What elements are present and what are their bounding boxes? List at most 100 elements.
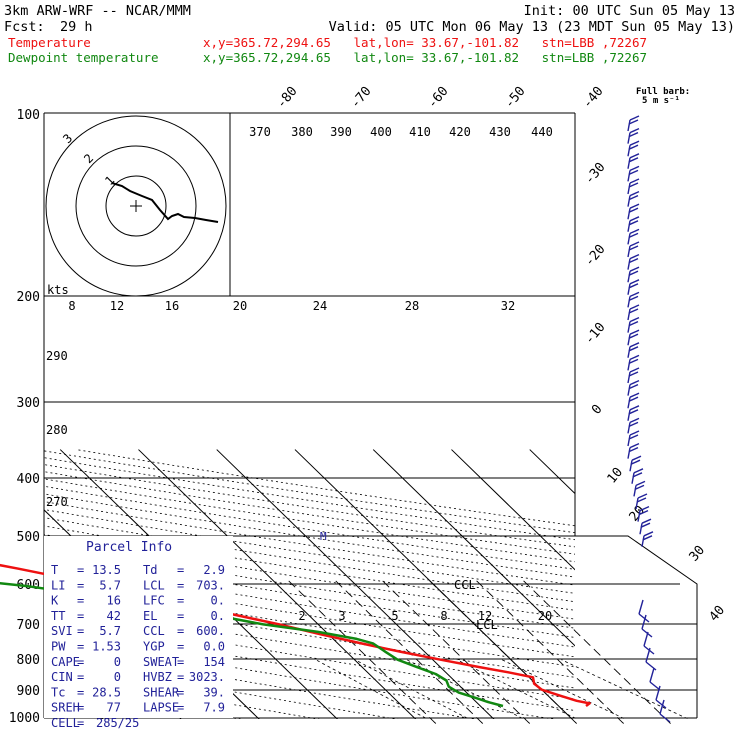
isotherm-label: -20 [582, 242, 609, 270]
theta-e-label: 440 [531, 125, 553, 139]
hodograph-ring-label: 3 [60, 131, 75, 146]
dry-adiabat-line [44, 670, 320, 719]
mixing-ratio-lines [315, 659, 690, 719]
parcel-info-cell: Td [143, 563, 157, 577]
parcel-info-cell: SREH [51, 701, 80, 715]
parcel-info-cell: 39. [203, 685, 225, 699]
mixing-ratio-label: 5 [391, 609, 398, 623]
parcel-info-cell: CIN [51, 670, 73, 684]
moist-adiabat-line [429, 580, 578, 724]
plot-right-border [574, 113, 698, 718]
wind-barb [649, 667, 661, 691]
wind-barb [627, 190, 640, 207]
mixing-ratio-line [315, 659, 429, 719]
parcel-info-cell: = [177, 640, 184, 654]
wind-barb [627, 178, 640, 195]
theta-e-label: 430 [489, 125, 511, 139]
wind-barb [627, 379, 640, 396]
wind-speed-label: 24 [313, 299, 327, 313]
isotherm-label: -70 [348, 84, 375, 112]
dry-adiabat-line [44, 590, 575, 678]
dry-adiabat-label: 280 [46, 423, 68, 437]
mixing-ratio-label: 3 [338, 609, 345, 623]
isotherm-line [372, 449, 575, 647]
wind-barb [627, 153, 640, 169]
parcel-info-cell: LFC [143, 594, 165, 608]
moist-adiabat-line [382, 580, 531, 724]
parcel-info-cell: PW [51, 640, 66, 654]
parcel-info-cell: 16 [107, 594, 121, 608]
isotherm-label: -30 [582, 160, 609, 188]
mixing-ratio-line [501, 659, 626, 719]
wind-barb [627, 266, 640, 283]
hodograph-ring [105, 175, 167, 237]
parcel-info-cell: = [77, 624, 84, 638]
parcel-info-cell: LI [51, 578, 65, 592]
parcel-info-cell: LCL [143, 578, 165, 592]
wind-barb [641, 531, 654, 547]
mixing-ratio-label: 2 [298, 609, 305, 623]
parcel-info-title: Parcel Info [86, 540, 172, 555]
wind-barb [627, 417, 640, 434]
pressure-tick: 700 [17, 618, 40, 633]
parcel-info-cell: CELL [51, 716, 80, 730]
barb-note-line2: 5 m s⁻¹ [642, 96, 680, 106]
theta-e-label: 400 [370, 125, 392, 139]
wind-barb [627, 405, 640, 421]
dry-adiabat-label: 270 [46, 495, 68, 509]
parcel-info-cell: = [177, 624, 184, 638]
isotherm-line [686, 450, 740, 724]
isotherm-label: -50 [502, 84, 529, 112]
theta-e-label: 380 [291, 125, 313, 139]
wind-barb [627, 367, 640, 384]
parcel-info-cell: 77 [107, 701, 121, 715]
mixing-ratio-label: 8 [440, 609, 447, 623]
parcel-info-cell: LAPSE [143, 701, 179, 715]
wind-speed-label: 28 [405, 299, 419, 313]
dry-adiabat-label: 290 [46, 349, 68, 363]
wind-barb [627, 342, 640, 358]
mixing-ratio-labels: 2 3 5 8 12 20 [298, 609, 552, 623]
parcel-info-cell: 5.7 [99, 624, 121, 638]
moist-adiabat-line [523, 580, 671, 724]
dry-adiabat-labels: 290 280 270 [46, 349, 68, 509]
wind-speed-label: 20 [233, 299, 247, 313]
wind-barb [655, 685, 667, 709]
valid-time: Valid: 05 UTC Mon 06 May 13 (23 MDT Sun … [329, 19, 735, 35]
wind-speed-label: 12 [110, 299, 124, 313]
parcel-info-rows: T = 13.5 Td = 2.9 LI = 5.7 LCL = 703. K = 16 LFC = 0. TT = 4… [51, 563, 225, 730]
parcel-info-cell: 13.5 [92, 563, 121, 577]
hodograph-trace [111, 182, 219, 223]
parcel-info-cell: = [177, 609, 184, 623]
parcel-info-cell: = [77, 640, 84, 654]
wind-barb [627, 228, 640, 245]
ccl-marker: CCL [454, 578, 476, 592]
mixing-ratio-line [406, 659, 525, 719]
dry-adiabat-line [44, 611, 575, 700]
isotherm-label: 0 [589, 402, 606, 418]
wind-barb [635, 493, 648, 510]
parcel-info-cell: HVBZ [143, 670, 172, 684]
parcel-info-cell: K [51, 594, 59, 608]
parcel-info-cell: 0. [211, 609, 225, 623]
parcel-info-cell: 5.7 [99, 578, 121, 592]
parcel-info-cell: 42 [107, 609, 121, 623]
parcel-info-cell: CCL [143, 624, 165, 638]
m-marker: M [320, 530, 327, 543]
parcel-info-cell: = [77, 563, 84, 577]
theta-e-label: 370 [249, 125, 271, 139]
barb-note-line1: Full barb: [636, 87, 690, 97]
forecast-label: Fcst: [4, 19, 45, 35]
isotherm-label: -40 [580, 84, 607, 112]
pressure-tick: 100 [17, 108, 40, 123]
pressure-tick: 200 [17, 290, 40, 305]
parcel-info-cell: = [177, 563, 184, 577]
dry-adiabat-line [44, 509, 575, 594]
wind-barb [627, 304, 640, 321]
parcel-info-cell: = [77, 655, 84, 669]
theta-e-labels: 370 380 390 400 410 420 430 440 [249, 125, 553, 139]
wind-barb [627, 115, 640, 132]
pressure-tick: 1000 [9, 711, 40, 726]
pressure-tick: 300 [17, 396, 40, 411]
moist-adiabat-line [476, 580, 624, 724]
